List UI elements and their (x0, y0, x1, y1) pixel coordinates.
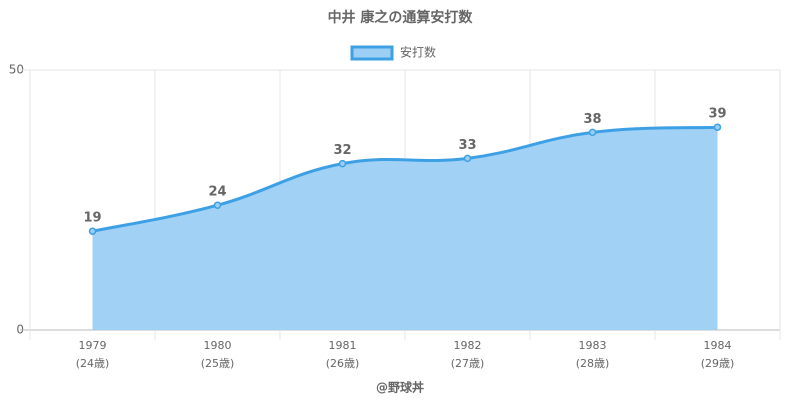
data-label: 39 (708, 107, 726, 122)
x-tick-label: (24歳) (76, 357, 110, 370)
point (338, 159, 347, 168)
point (588, 128, 597, 137)
point (463, 154, 472, 163)
legend-swatch (350, 45, 394, 61)
x-tick-label: 1981 (329, 339, 357, 352)
area (92, 127, 718, 330)
footer: @野球丼 (376, 380, 424, 395)
x-tick-label: 1980 (204, 339, 232, 352)
chart-title: 中井 康之の通算安打数 (328, 9, 474, 26)
x-tick-label: (25歳) (201, 357, 235, 370)
x-tick-label: 1982 (454, 339, 482, 352)
data-label: 24 (208, 185, 226, 200)
data-label: 19 (83, 211, 101, 226)
point (713, 123, 722, 131)
x-tick-label: (27歳) (451, 357, 485, 370)
point (213, 201, 222, 209)
line (92, 125, 718, 233)
x-tick-label: (29歳) (701, 357, 735, 370)
x-tick-label: (26歳) (326, 357, 360, 370)
point (88, 227, 97, 235)
y-tick-label: 50 (9, 63, 24, 77)
x-tick-label: 1983 (579, 339, 607, 352)
x-tick-label: 1979 (79, 339, 107, 352)
x-tick-label: (28歳) (576, 357, 610, 370)
data-label: 38 (583, 112, 601, 127)
data-label: 32 (333, 143, 351, 158)
data-label: 33 (458, 138, 476, 153)
x-tick-label: 1984 (704, 339, 732, 352)
legend-label: 安打数 (400, 45, 436, 60)
